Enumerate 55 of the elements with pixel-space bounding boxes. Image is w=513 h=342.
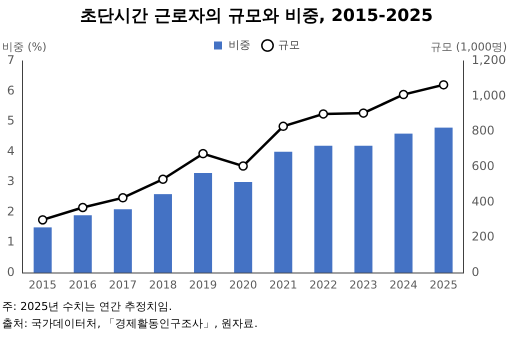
- x-tick-label: 2018: [148, 278, 177, 292]
- x-tick-label: 2020: [229, 278, 258, 292]
- y-tick-label: 0: [6, 264, 15, 279]
- point: [158, 174, 168, 184]
- point: [438, 80, 448, 90]
- bar: [234, 182, 252, 273]
- y-tick-label: 5: [6, 114, 15, 128]
- point: [318, 109, 328, 119]
- source-note: 출처: 국가데이터처, 「경제활동인구조사」, 원자료.: [2, 316, 259, 332]
- bar: [434, 128, 453, 273]
- point: [198, 148, 208, 158]
- y-tick-label: 7: [6, 53, 15, 68]
- y-tick-label: 6: [6, 83, 15, 98]
- y-tick-label: 4: [6, 144, 15, 158]
- y2-axis-title: 규모 (1,000명): [430, 40, 507, 54]
- point: [278, 122, 288, 132]
- point: [38, 215, 48, 225]
- x-tick-label: 2015: [28, 278, 57, 292]
- bar: [394, 134, 413, 273]
- point: [118, 193, 128, 203]
- bar: [194, 172, 212, 273]
- y-tick-label: 2: [6, 204, 15, 218]
- y2-tick-label: 1,000: [472, 88, 506, 102]
- point: [358, 108, 368, 118]
- legend-label: 규모: [278, 38, 300, 52]
- x-tick-label: 2021: [269, 278, 298, 292]
- legend-label: 비중: [228, 38, 250, 52]
- x-tick-label: 2019: [189, 278, 218, 292]
- bar: [114, 209, 132, 273]
- x-tick-label: 2017: [108, 278, 137, 292]
- y-axis-title: 비중 (%): [2, 40, 47, 54]
- y2-tick-label: 400: [472, 194, 495, 208]
- x-tick-label: 2022: [309, 278, 338, 292]
- y2-tick-label: 600: [472, 159, 495, 174]
- bar: [34, 227, 52, 273]
- x-tick-label: 2025: [430, 278, 458, 292]
- y-tick-label: 3: [6, 174, 15, 188]
- chart-title: 초단시간 근로자의 규모와 비중, 2015-2025: [79, 5, 434, 28]
- x-tick-label: 2016: [68, 278, 97, 292]
- y2-tick-label: 0: [472, 264, 480, 279]
- point: [398, 90, 408, 100]
- bar: [314, 146, 332, 273]
- y2-tick-label: 200: [472, 230, 495, 244]
- point: [238, 161, 248, 171]
- point: [78, 202, 88, 212]
- y-tick-label: 1: [6, 234, 15, 249]
- bar: [274, 152, 292, 273]
- y2-tick-label: 1,200: [472, 53, 506, 68]
- text: 주: 2025년 수치는 연간 추정치임.: [2, 299, 174, 315]
- y2-tick-label: 800: [472, 124, 495, 138]
- x-tick-label: 2024: [390, 278, 418, 292]
- bar: [74, 215, 92, 273]
- bar: [154, 194, 172, 273]
- bar: [354, 146, 372, 273]
- x-tick-label: 2023: [349, 278, 378, 292]
